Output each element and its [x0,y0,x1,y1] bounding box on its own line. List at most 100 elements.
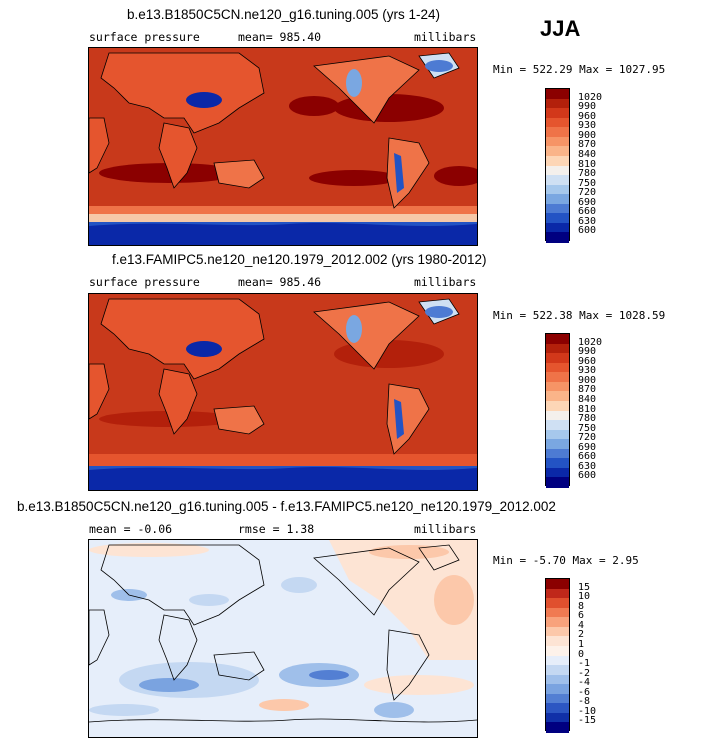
colorbar-label: 10 [578,591,591,603]
colorbar-label: 900 [578,374,597,386]
colorbar-swatch [546,136,569,147]
colorbar-label: 0 [578,648,585,660]
colorbar-label: 660 [578,451,597,463]
colorbar-label: 660 [578,206,597,218]
colorbar-label: 780 [578,168,597,180]
colorbar-label: 870 [578,139,597,151]
colorbar-swatch [546,626,569,637]
panel3-minmax: Min = -5.70 Max = 2.95 [493,554,639,567]
colorbar-label: 15 [578,581,591,593]
colorbar-swatch [546,655,569,666]
panel1-title: b.e13.B1850C5CN.ne120_g16.tuning.005 (yr… [127,7,440,22]
colorbar-swatch [546,703,569,714]
colorbar-swatch [546,108,569,119]
colorbar-swatch [546,98,569,109]
colorbar-label: 810 [578,158,597,170]
colorbar-label: 990 [578,346,597,358]
panel2-title: f.e13.FAMIPC5.ne120_ne120.1979_2012.002 … [112,252,487,267]
colorbar-label: 1 [578,638,585,650]
colorbar-swatch [546,184,569,195]
colorbar-label: -6 [578,686,591,698]
colorbar-swatch [546,722,569,733]
colorbar-swatch [546,213,569,224]
colorbar-swatch [546,477,569,488]
colorbar-label: 690 [578,441,597,453]
panel2-north-america [313,301,420,370]
panel1-rockies [346,69,362,97]
colorbar-swatch [546,448,569,459]
colorbar-swatch [546,607,569,618]
colorbar-label: 840 [578,393,597,405]
colorbar-label: 4 [578,619,585,631]
panel3-rmse: rmse = 1.38 [238,522,315,536]
colorbar-swatch [546,155,569,166]
colorbar-swatch [546,89,569,100]
colorbar-swatch [546,645,569,656]
panel1-southern-belt [89,214,477,222]
colorbar-swatch [546,362,569,373]
colorbar-swatch [546,588,569,599]
colorbar-swatch [546,598,569,609]
colorbar-swatch [546,429,569,440]
panel1-map [88,47,478,246]
panel1-high-spac [309,170,399,186]
colorbar-swatch [546,410,569,421]
panel1-eurasia [100,52,265,134]
colorbar-swatch [546,458,569,469]
panel3-colorbar: 15 10 8 6 4 2 1 0 -1 -2 -4 -6 -8 -10 -15 [545,578,625,733]
colorbar-label: 780 [578,413,597,425]
colorbar-label: 8 [578,600,585,612]
panel1-colorbar: 1020 990 960 930 900 870 840 810 780 750 720 690 660… [545,88,625,243]
panel1-mean: mean= 985.40 [238,30,322,44]
panel1-units: millibars [414,30,477,44]
colorbar-swatch [546,232,569,243]
panel1-tibet [186,92,222,108]
colorbar-label: 690 [578,196,597,208]
colorbar-label: 930 [578,365,597,377]
panel2-mean: mean= 985.46 [238,275,322,289]
colorbar-label: 840 [578,148,597,160]
colorbar-label: 2 [578,629,585,641]
colorbar-swatch [546,117,569,128]
colorbar-swatch [546,194,569,205]
colorbar-swatch [546,175,569,186]
panel1-high-satl [434,166,477,186]
colorbar-swatch [546,684,569,695]
panel1-variable: surface pressure [89,30,200,44]
panel2-variable: surface pressure [89,275,200,289]
panel1-andes [394,153,404,193]
panel3-title: b.e13.B1850C5CN.ne120_g16.tuning.005 - f… [17,499,556,514]
panel1-southern-ocean [89,206,477,216]
colorbar-label: 990 [578,101,597,113]
panel3-coastlines [89,544,477,723]
colorbar-label: 600 [578,470,597,482]
panel2-tibet [186,341,222,357]
panel2-units: millibars [414,275,477,289]
panel2-colorbar: 1020 990 960 930 900 870 840 810 780 750 720 690 660… [545,333,625,488]
colorbar-swatch [546,420,569,431]
colorbar-label: 870 [578,384,597,396]
colorbar-label: -10 [578,705,597,717]
colorbar-label: 750 [578,422,597,434]
colorbar-label: 960 [578,110,597,122]
panel1-high-npac-w [289,96,339,116]
panel3-mean: mean = -0.06 [89,522,173,536]
colorbar-label: -1 [578,658,591,670]
panel2-map [88,293,478,491]
colorbar-swatch [546,146,569,157]
colorbar-swatch [546,334,569,345]
colorbar-label: 750 [578,177,597,189]
panel3-map [88,539,478,738]
colorbar-label: 6 [578,610,585,622]
colorbar-swatch [546,222,569,233]
colorbar-swatch [546,343,569,354]
colorbar-swatch [546,439,569,450]
colorbar-swatch [546,165,569,176]
colorbar-label: -8 [578,696,591,708]
colorbar-label: 960 [578,355,597,367]
colorbar-swatch [546,127,569,138]
panel1-africa [158,122,198,189]
colorbar-swatch [546,693,569,704]
panel2-eurasia [100,298,265,380]
panel2-australia [213,405,265,435]
